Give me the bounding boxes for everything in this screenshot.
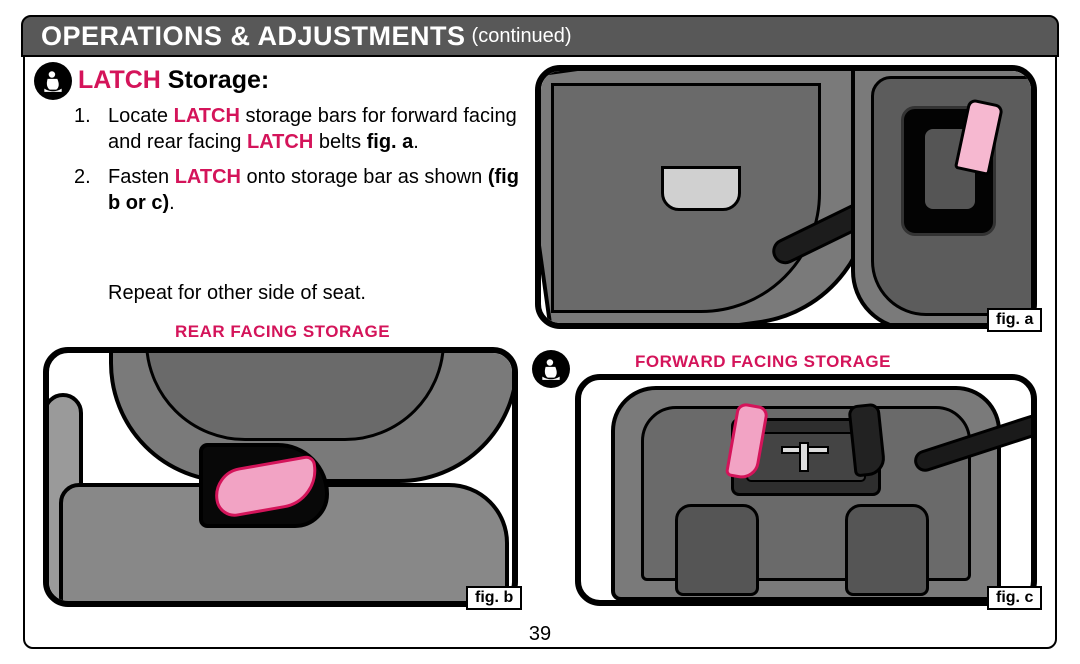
page-number: 39 — [0, 623, 1080, 646]
figure-c — [575, 374, 1037, 606]
child-seat-icon-2 — [532, 350, 570, 388]
header-title: OPERATIONS & ADJUSTMENTS — [41, 21, 466, 52]
latch-label: LATCH — [78, 66, 161, 94]
header-continued: (continued) — [472, 25, 572, 48]
instructions-list: Locate LATCH storage bars for forward fa… — [74, 104, 524, 226]
instruction-2: Fasten LATCH onto storage bar as shown (… — [74, 165, 524, 216]
instruction-1: Locate LATCH storage bars for forward fa… — [74, 104, 524, 155]
rear-facing-label: REAR FACING STORAGE — [175, 322, 390, 342]
figure-a-label: fig. a — [987, 308, 1042, 332]
repeat-instruction: Repeat for other side of seat. — [108, 282, 366, 305]
figure-b — [43, 347, 518, 607]
child-seat-icon — [34, 62, 72, 100]
figure-a — [535, 65, 1037, 329]
storage-label: Storage: — [161, 66, 269, 94]
section-title: LATCH Storage: — [78, 66, 269, 95]
forward-facing-label: FORWARD FACING STORAGE — [635, 352, 891, 372]
figure-c-label: fig. c — [987, 586, 1042, 610]
figure-b-label: fig. b — [466, 586, 522, 610]
header-bar: OPERATIONS & ADJUSTMENTS (continued) — [21, 15, 1059, 57]
